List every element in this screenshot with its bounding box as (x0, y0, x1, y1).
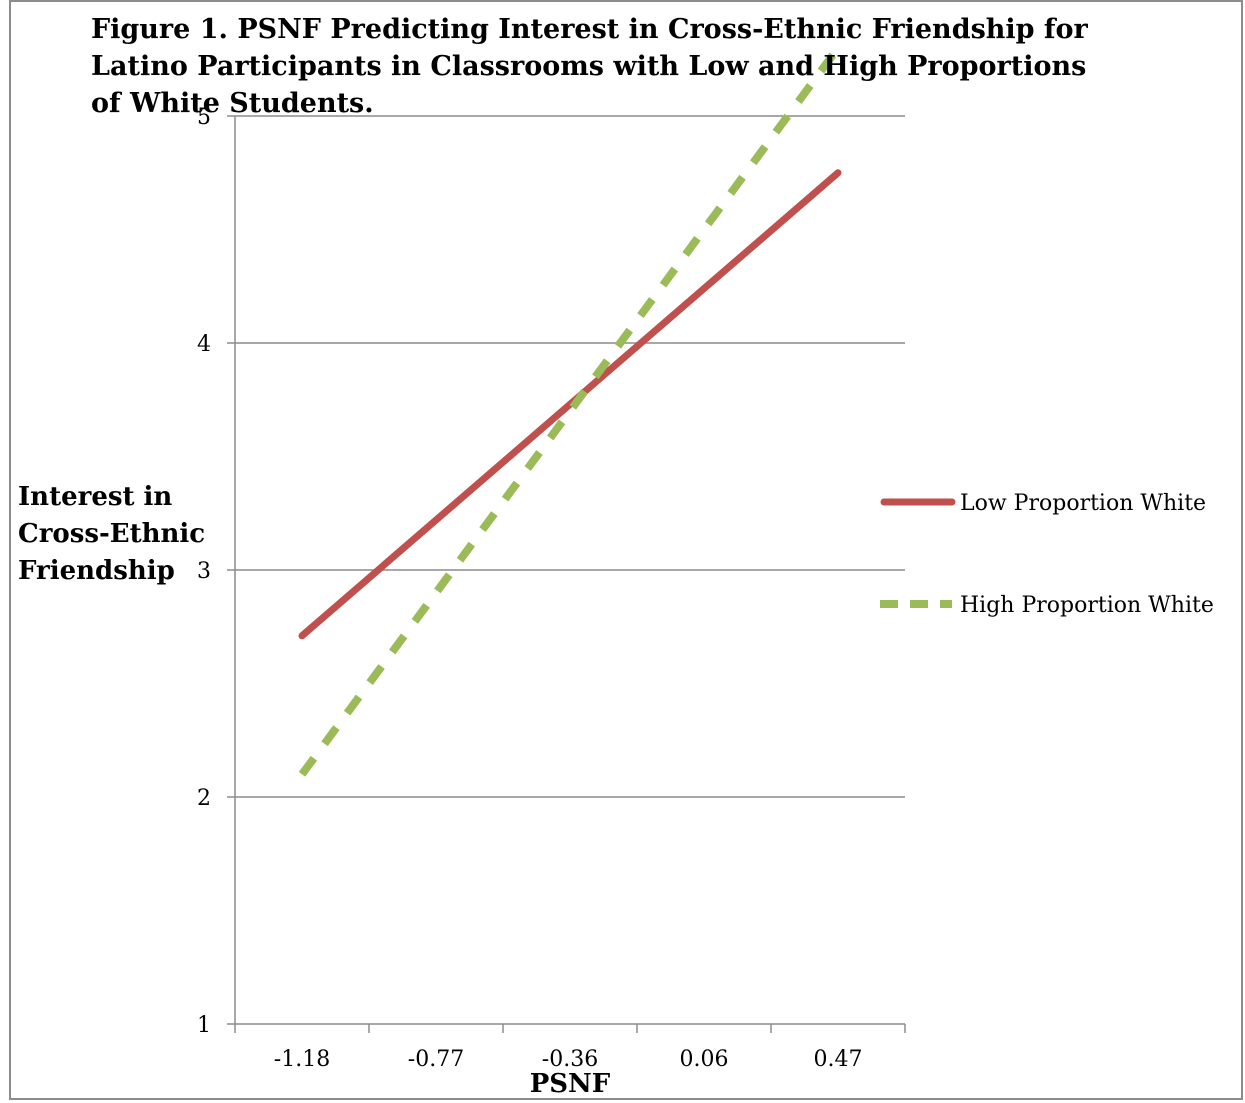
y-tick-label: 5 (197, 105, 211, 130)
y-axis-title-line: Friendship (18, 556, 175, 586)
chart-title-line: Figure 1. PSNF Predicting Interest in Cr… (91, 14, 1089, 45)
y-tick-label: 2 (197, 786, 211, 811)
labels: Figure 1. PSNF Predicting Interest in Cr… (18, 14, 1089, 1099)
y-tick-label: 1 (197, 1013, 211, 1038)
chart-frame (9, 0, 1243, 1100)
series-line-low-proportion-white (298, 169, 842, 640)
y-axis-title-line: Interest in (18, 482, 172, 512)
legend-label: High Proportion White (960, 593, 1214, 618)
x-tick-label: -1.18 (274, 1047, 330, 1072)
y-tick-label: 3 (197, 559, 211, 584)
series-line-high-proportion-white (298, 45, 842, 777)
x-tick-label: -0.36 (542, 1047, 598, 1072)
legend: Low Proportion White High Proportion Whit… (880, 491, 1214, 618)
axes: 1 2 3 4 5 -1.18 -0.77 -0.36 0.06 0.47 (197, 105, 906, 1072)
x-tick-label: -0.77 (408, 1047, 464, 1072)
legend-label: Low Proportion White (960, 491, 1206, 516)
gridlines (235, 115, 905, 798)
x-axis-title: PSNF (530, 1069, 611, 1099)
chart-title-line: of White Students. (91, 88, 374, 119)
y-tick-label: 4 (197, 332, 211, 357)
series-group (298, 45, 842, 777)
y-axis-title-line: Cross-Ethnic (18, 519, 205, 549)
x-tick-label: 0.06 (680, 1047, 729, 1072)
chart-title-line: Latino Participants in Classrooms with L… (91, 51, 1086, 82)
x-tick-label: 0.47 (814, 1047, 863, 1072)
